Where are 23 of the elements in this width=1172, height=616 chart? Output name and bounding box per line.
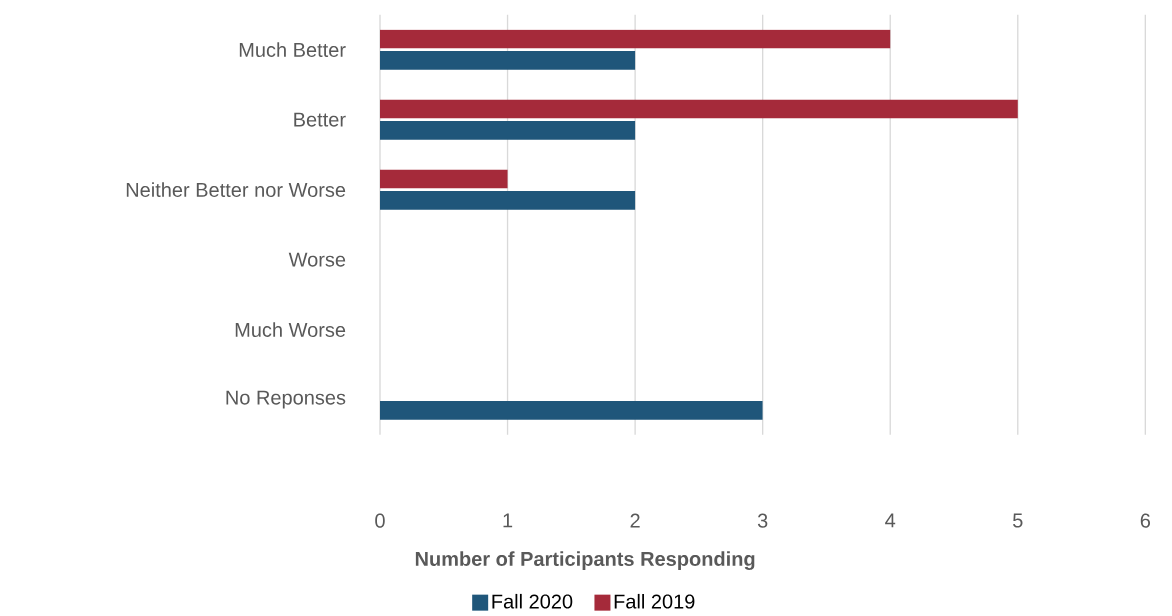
legend-label: Fall 2019 xyxy=(614,593,695,609)
x-tick-label: 4 xyxy=(885,513,896,528)
y-tick-label: No Reponses xyxy=(226,390,346,409)
y-tick-label: Better xyxy=(294,112,346,127)
x-tick-label: 3 xyxy=(757,513,768,528)
bar xyxy=(380,190,636,210)
y-tick-label: Worse xyxy=(288,252,346,267)
bar xyxy=(380,29,891,49)
x-tick-label: 6 xyxy=(1140,513,1151,528)
y-tick-label: Much Worse xyxy=(235,322,346,337)
legend-label: Fall 2020 xyxy=(492,593,573,609)
x-axis-title: Number of Participants Responding xyxy=(415,551,755,571)
y-tick-label: Much Better xyxy=(239,42,346,57)
bar xyxy=(380,99,1018,119)
x-tick-label: 1 xyxy=(503,513,513,528)
bar xyxy=(380,50,636,70)
y-tick-label: Neither Better nor Worse xyxy=(126,182,346,197)
x-tick-label: 2 xyxy=(630,513,640,528)
bar xyxy=(380,169,508,189)
x-tick-label: 5 xyxy=(1013,513,1023,528)
bar xyxy=(380,400,763,420)
bar xyxy=(380,120,636,140)
x-tick-label: 0 xyxy=(375,513,385,528)
